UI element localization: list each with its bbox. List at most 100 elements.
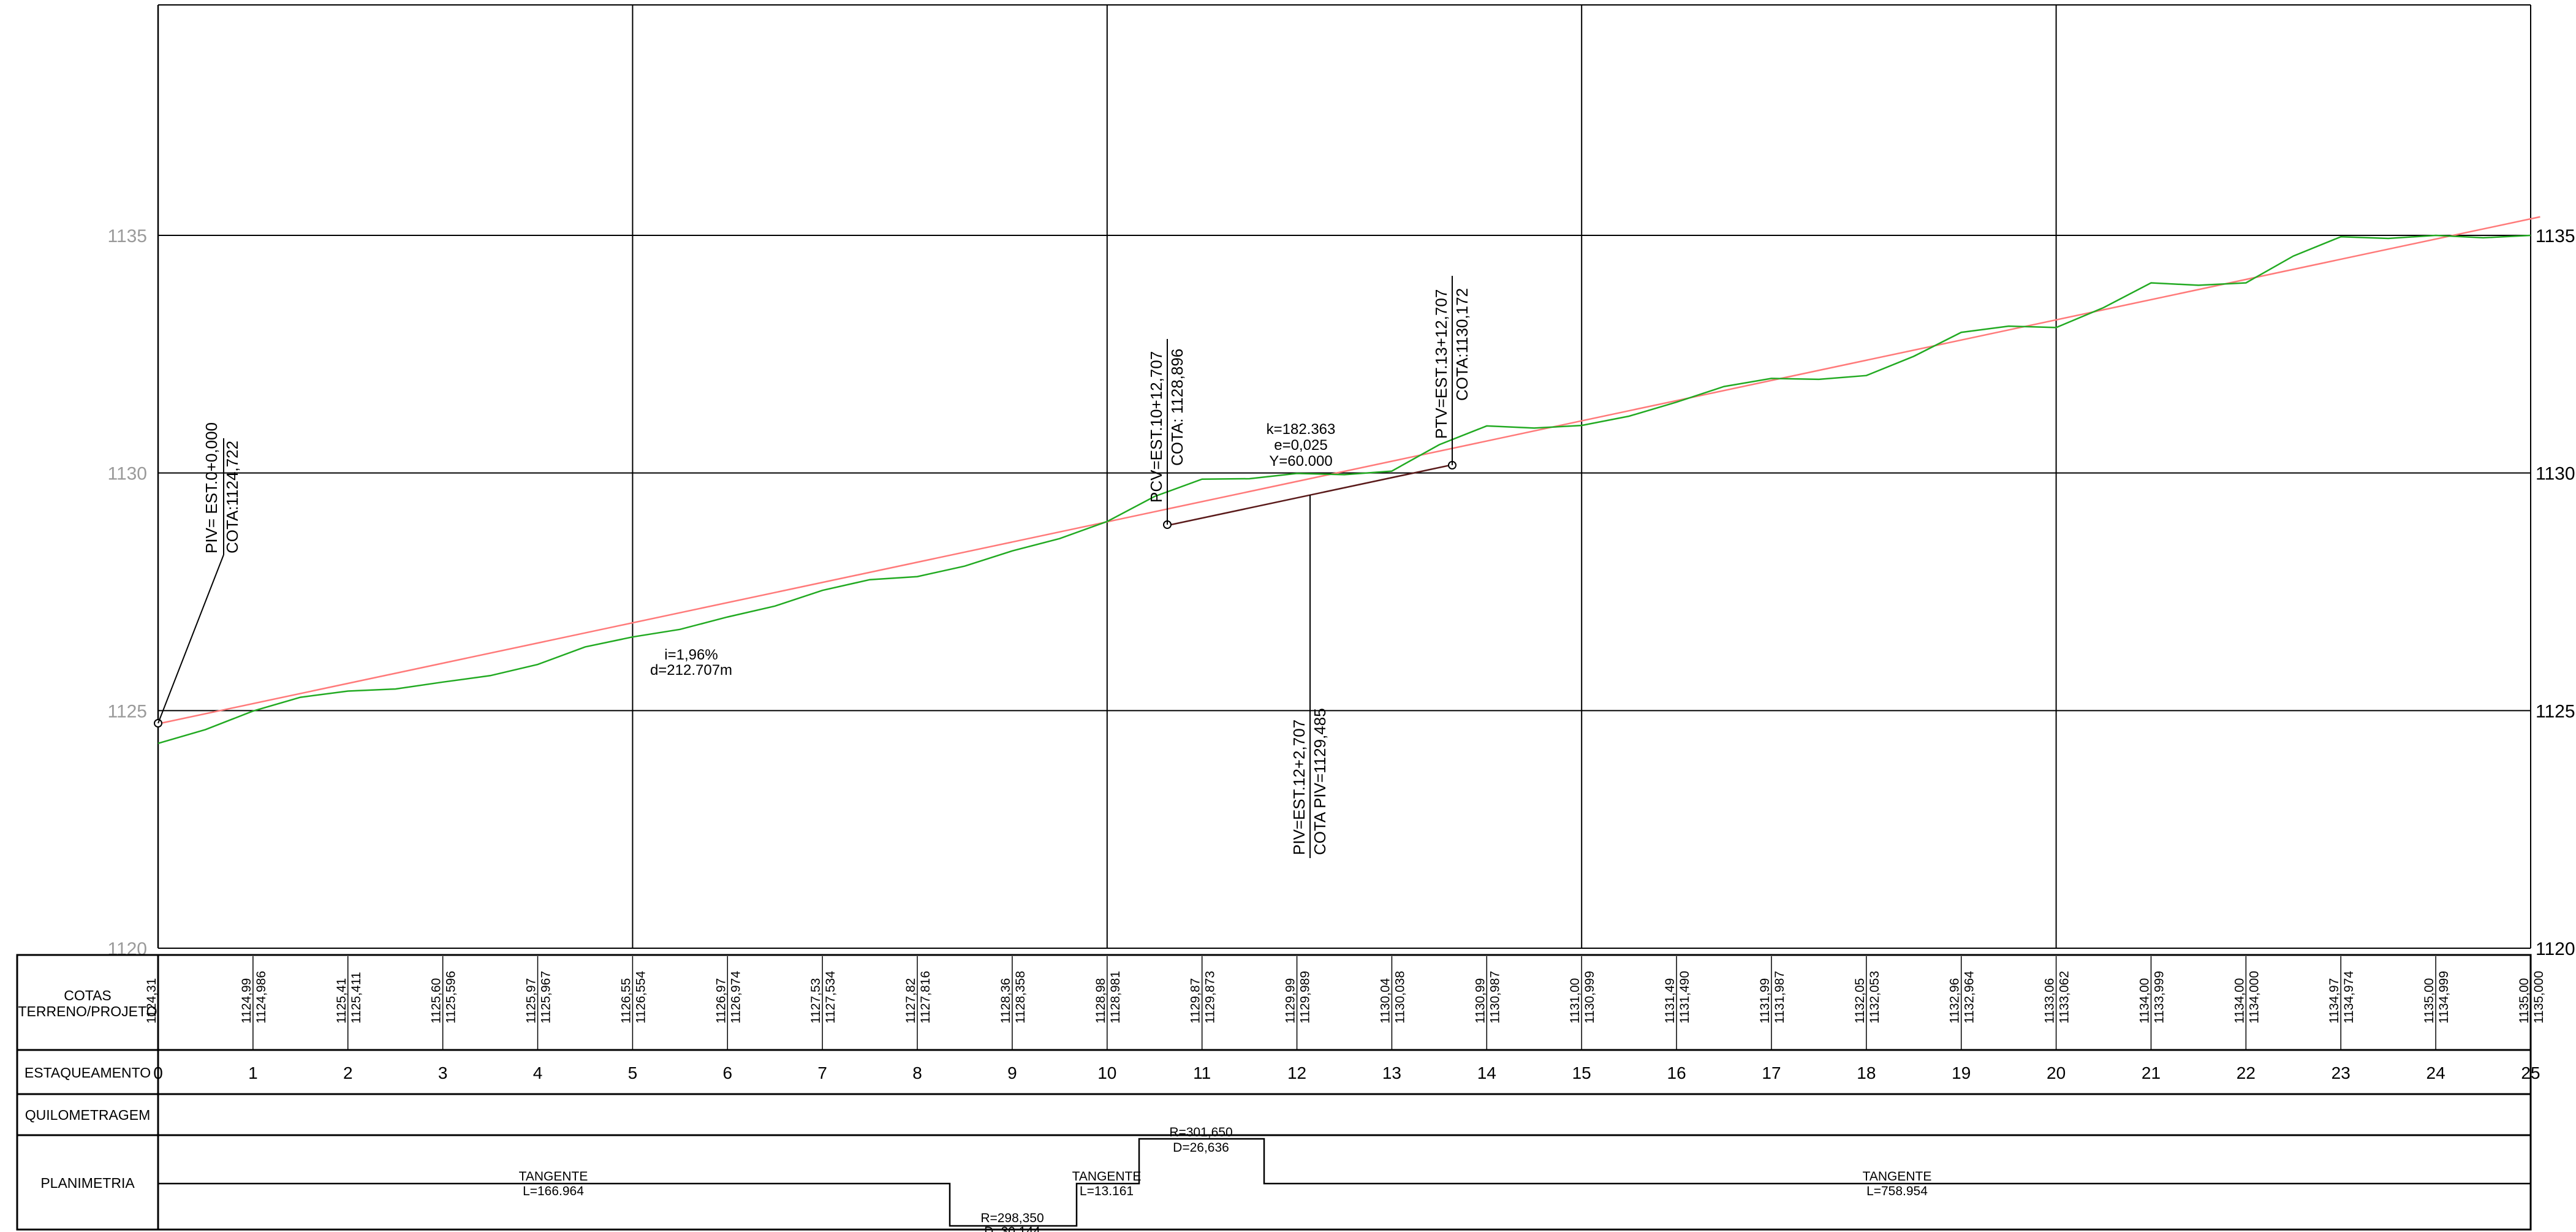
cota-terreno-17: 1131,99	[1758, 978, 1772, 1024]
table-frame	[16, 954, 2532, 1231]
cota-projeto-13: 1130,038	[1393, 971, 1407, 1024]
station-label-20: 20	[2047, 1063, 2066, 1082]
cota-terreno-24: 1135,00	[2422, 978, 2436, 1024]
planimetria-tangent1-length: L=166.964	[523, 1184, 584, 1198]
cota-terreno-3: 1125,60	[430, 978, 444, 1024]
cota-terreno-12: 1129,99	[1284, 978, 1298, 1024]
vertical-gridlines	[632, 5, 2057, 948]
cota-terreno-25: 1135,00	[2517, 978, 2531, 1024]
cota-projeto-11: 1129,873	[1203, 971, 1218, 1024]
station-label-0: 0	[153, 1063, 163, 1082]
grade-length-label: d=212.707m	[650, 662, 732, 679]
station-label-21: 21	[2142, 1063, 2161, 1082]
row-title-estaqueamento: ESTAQUEAMENTO	[25, 1065, 151, 1081]
station-label-19: 19	[1952, 1063, 1971, 1082]
planimetria-curve2-development: D=26,636	[1173, 1141, 1229, 1155]
elevation-label-right-1125: 1125	[2536, 701, 2575, 721]
cota-terreno-11: 1129,87	[1189, 978, 1203, 1024]
cota-projeto-7: 1127,534	[824, 971, 838, 1024]
cota-projeto-4: 1125,967	[539, 971, 553, 1024]
cota-projeto-25: 1135,000	[2532, 971, 2546, 1024]
cota-projeto-23: 1134,974	[2342, 971, 2356, 1024]
cota-projeto-1: 1124,986	[254, 971, 268, 1024]
station-label-2: 2	[343, 1063, 353, 1082]
piv-curve-label: PIV=EST.12+2,707	[1290, 720, 1308, 855]
station-label-10: 10	[1097, 1063, 1116, 1082]
station-label-6: 6	[722, 1063, 732, 1082]
station-label-9: 9	[1007, 1063, 1017, 1082]
station-label-13: 13	[1382, 1063, 1401, 1082]
cota-terreno-22: 1134,00	[2232, 978, 2246, 1024]
cota-terreno-1: 1124,99	[240, 978, 254, 1024]
station-label-16: 16	[1667, 1063, 1686, 1082]
pcv-cota: COTA: 1128,896	[1168, 349, 1186, 466]
station-label-14: 14	[1477, 1063, 1496, 1082]
planimetria-curve2-radius: R=301,650	[1169, 1125, 1232, 1139]
cota-terreno-23: 1134,97	[2327, 978, 2341, 1024]
station-label-4: 4	[533, 1063, 543, 1082]
planimetria-tangent3-title: TANGENTE	[1863, 1169, 1932, 1184]
piv-start-cota: COTA:1124,722	[223, 441, 241, 553]
station-label-24: 24	[2426, 1063, 2445, 1082]
station-label-8: 8	[912, 1063, 922, 1082]
design-grade-line	[157, 216, 2540, 725]
piv-start-leader	[157, 554, 224, 724]
station-label-5: 5	[628, 1063, 638, 1082]
cota-projeto-9: 1128,358	[1013, 971, 1028, 1024]
planimetria-tangent2-length: L=13.161	[1080, 1184, 1134, 1198]
elevation-label-left-1130: 1130	[107, 464, 147, 484]
planimetria-curve1-radius: R=298,350	[980, 1211, 1044, 1225]
cota-terreno-8: 1127,82	[904, 978, 918, 1024]
elevation-label-right-1130: 1130	[2536, 464, 2575, 484]
cota-terreno-20: 1133,06	[2043, 978, 2057, 1024]
cota-projeto-3: 1125,596	[444, 971, 458, 1024]
cota-projeto-5: 1126,554	[634, 971, 648, 1024]
station-label-18: 18	[1857, 1063, 1876, 1082]
station-label-1: 1	[248, 1063, 258, 1082]
station-columns: 1124,31 0 1124,99 1124,986 1 1125,41 1125,411 2…	[145, 956, 2546, 1082]
cota-terreno-5: 1126,55	[619, 978, 633, 1024]
curve-e-label: e=0,025	[1274, 437, 1327, 454]
piv-curve-cota: COTA PIV=1129,485	[1311, 708, 1329, 855]
cota-projeto-2: 1125,411	[349, 972, 363, 1024]
station-label-23: 23	[2332, 1063, 2351, 1082]
cota-terreno-19: 1132,96	[1948, 978, 1962, 1024]
cota-terreno-14: 1130,99	[1473, 978, 1487, 1024]
ptv-label: PTV=EST.13+12,707	[1432, 289, 1450, 439]
cota-terreno-21: 1134,00	[2137, 978, 2151, 1024]
ptv-cota: COTA:1130,172	[1453, 288, 1471, 401]
cota-terreno-13: 1130,04	[1378, 978, 1392, 1024]
cota-projeto-14: 1130,987	[1488, 971, 1502, 1024]
station-label-22: 22	[2237, 1063, 2256, 1082]
cota-projeto-15: 1130,999	[1583, 971, 1597, 1024]
station-label-3: 3	[438, 1063, 448, 1082]
planimetria-tangent2-title: TANGENTE	[1072, 1169, 1142, 1184]
cota-terreno-7: 1127,53	[809, 978, 823, 1024]
station-label-17: 17	[1762, 1063, 1781, 1082]
cota-projeto-10: 1128,981	[1108, 971, 1123, 1024]
cota-projeto-24: 1134,999	[2437, 971, 2451, 1024]
profile-data-table: COTAS TERRENO/PROJETO ESTAQUEAMENTO QUIL…	[16, 954, 2546, 1232]
piv-start-label: PIV= EST.0+0,000	[202, 422, 221, 553]
curve-k-label: k=182.363	[1267, 421, 1336, 438]
elevation-label-right-1135: 1135	[2536, 226, 2575, 246]
cota-terreno-0: 1124,31	[145, 978, 159, 1024]
cota-projeto-20: 1133,062	[2058, 971, 2072, 1024]
row-title-cotas: COTAS	[64, 987, 112, 1003]
cota-projeto-21: 1133,999	[2152, 971, 2166, 1024]
vertical-curve-chord	[1167, 464, 1453, 527]
cota-projeto-16: 1131,490	[1678, 971, 1692, 1024]
row-title-terreno-projeto: TERRENO/PROJETO	[18, 1003, 157, 1019]
cota-terreno-18: 1132,05	[1853, 978, 1867, 1024]
cota-terreno-16: 1131,49	[1663, 978, 1677, 1024]
elevation-label-right-1120: 1120	[2536, 939, 2575, 959]
elevation-label-left-1135: 1135	[107, 226, 147, 246]
pcv-label: PCV=EST.10+12,707	[1147, 351, 1165, 503]
cota-terreno-10: 1128,98	[1094, 978, 1108, 1024]
cota-terreno-15: 1131,00	[1568, 978, 1582, 1024]
cota-terreno-9: 1128,36	[999, 978, 1013, 1024]
elevation-label-left-1120: 1120	[107, 939, 147, 959]
grade-slope-label: i=1,96%	[664, 647, 718, 663]
row-title-planimetria: PLANIMETRIA	[40, 1175, 135, 1191]
curve-y-label: Y=60.000	[1269, 453, 1332, 470]
